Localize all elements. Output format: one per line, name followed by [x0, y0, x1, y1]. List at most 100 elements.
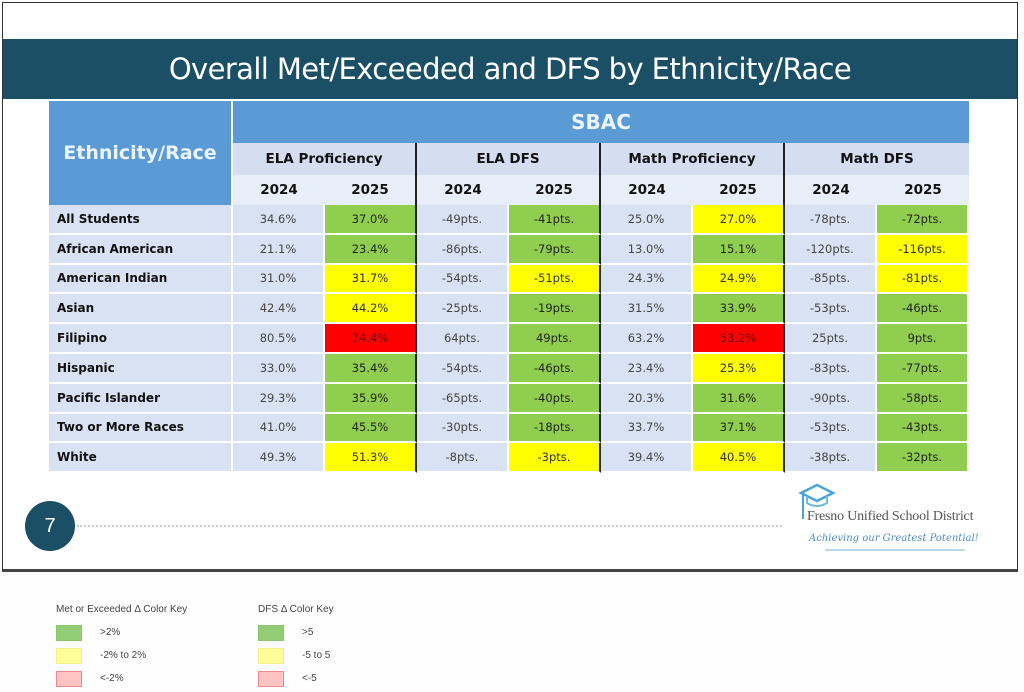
table-cell: 27.0%: [693, 205, 785, 235]
table-cell: 44.2%: [325, 294, 417, 325]
legend-item: <-5: [258, 667, 334, 690]
row-label: African American: [49, 234, 233, 265]
legend-label: -2% to 2%: [100, 650, 147, 661]
table-cell: 40.5%: [693, 443, 785, 474]
legend-item: -2% to 2%: [56, 644, 187, 667]
table-cell: -19pts.: [509, 294, 601, 325]
table-cell: 37.1%: [693, 413, 785, 444]
table-cell: -79pts.: [509, 234, 601, 265]
year-header: 2025: [693, 175, 785, 205]
legend-label: >2%: [100, 627, 121, 638]
table-cell: 23.4%: [601, 353, 693, 384]
table-cell: -120pts.: [785, 234, 877, 265]
table-cell: 13.0%: [601, 234, 693, 265]
table-cell: -25pts.: [417, 294, 509, 325]
row-label: Filipino: [49, 324, 233, 354]
table-cell: -54pts.: [417, 353, 509, 384]
table-cell: 25pts.: [785, 324, 877, 354]
table-cell: -40pts.: [509, 383, 601, 414]
legend-item: >2%: [56, 621, 187, 644]
table-cell: 20.3%: [601, 383, 693, 414]
legend-item: <-2%: [56, 667, 187, 690]
page-number: 7: [44, 514, 56, 537]
table-row: Hispanic 33.0% 35.4% -54pts. -46pts. 23.4% 25.…: [49, 353, 969, 384]
table-cell: 45.5%: [325, 413, 417, 444]
table-cell: 31.0%: [233, 264, 325, 295]
table-cell: 33.7%: [601, 413, 693, 444]
legend-swatch-yellow: [258, 647, 284, 664]
legend-item: >5: [258, 621, 334, 644]
table-cell: 21.1%: [233, 234, 325, 265]
row-label: Two or More Races: [49, 413, 233, 444]
year-header: 2024: [601, 175, 693, 205]
group-header-math-proficiency: Math Proficiency: [601, 143, 785, 175]
group-header-ela-dfs: ELA DFS: [417, 143, 601, 175]
table-cell: -77pts.: [877, 353, 969, 384]
table-cell: -53pts.: [785, 413, 877, 444]
logo-swoosh: [825, 549, 965, 551]
table-cell: 31.6%: [693, 383, 785, 414]
legend-swatch-red: [56, 670, 82, 687]
legend-swatch-yellow: [56, 647, 82, 664]
table-cell: -46pts.: [509, 353, 601, 384]
table-row: Filipino 80.5% 74.4% 64pts. 49pts. 63.2% 53.2%…: [49, 324, 969, 354]
legend-swatch-green: [56, 624, 82, 641]
table-cell: 31.7%: [325, 264, 417, 295]
table-cell: 33.0%: [233, 353, 325, 384]
year-header: 2024: [785, 175, 877, 205]
footer-divider: [77, 525, 782, 527]
group-header-math-dfs: Math DFS: [785, 143, 969, 175]
table-row: White 49.3% 51.3% -8pts. -3pts. 39.4% 40.5% -38…: [49, 443, 969, 474]
table-cell: 49pts.: [509, 324, 601, 354]
table-cell: -51pts.: [509, 264, 601, 295]
table-row: Asian 42.4% 44.2% -25pts. -19pts. 31.5% 33.9% -…: [49, 294, 969, 325]
table-cell: 35.9%: [325, 383, 417, 414]
table-cell: -90pts.: [785, 383, 877, 414]
table-cell: 37.0%: [325, 205, 417, 235]
legend-label: >5: [302, 627, 314, 638]
table-cell: 25.3%: [693, 353, 785, 384]
table-cell: 29.3%: [233, 383, 325, 414]
table-cell: 39.4%: [601, 443, 693, 474]
table-row: Two or More Races 41.0% 45.5% -30pts. -18pts…: [49, 413, 969, 444]
table-cell: 23.4%: [325, 234, 417, 265]
legend-label: <-5: [302, 673, 317, 684]
row-label: Asian: [49, 294, 233, 325]
table-cell: 42.4%: [233, 294, 325, 325]
table-cell: -32pts.: [877, 443, 969, 474]
legend-item: -5 to 5: [258, 644, 334, 667]
table-cell: -116pts.: [877, 234, 969, 265]
table-row: Pacific Islander 29.3% 35.9% -65pts. -40pts.…: [49, 383, 969, 414]
table-cell: -3pts.: [509, 443, 601, 474]
table-cell: -18pts.: [509, 413, 601, 444]
table-cell: -43pts.: [877, 413, 969, 444]
legend-label: -5 to 5: [302, 650, 331, 661]
row-label: American Indian: [49, 264, 233, 295]
table-cell: -30pts.: [417, 413, 509, 444]
table-cell: -85pts.: [785, 264, 877, 295]
year-header: 2025: [877, 175, 969, 205]
year-header: 2025: [325, 175, 417, 205]
year-header: 2024: [233, 175, 325, 205]
table-cell: 35.4%: [325, 353, 417, 384]
sbac-header: SBAC: [233, 101, 969, 143]
table-cell: -46pts.: [877, 294, 969, 325]
table-cell: -49pts.: [417, 205, 509, 235]
table-cell: 80.5%: [233, 324, 325, 354]
table-cell: 64pts.: [417, 324, 509, 354]
title-bar: Overall Met/Exceeded and DFS by Ethnicit…: [3, 39, 1017, 99]
results-table: Ethnicity/Race SBAC ELA Proficiency ELA …: [49, 101, 969, 474]
year-header: 2025: [509, 175, 601, 205]
table-cell: -72pts.: [877, 205, 969, 235]
table-cell: 53.2%: [693, 324, 785, 354]
row-label: Hispanic: [49, 353, 233, 384]
ethnicity-header: Ethnicity/Race: [49, 101, 233, 205]
legend-label: <-2%: [100, 673, 124, 684]
table-cell: 49.3%: [233, 443, 325, 474]
district-logo: Fresno Unified School District Achieving…: [793, 481, 993, 559]
legend-swatch-green: [258, 624, 284, 641]
graduation-cap-icon: [798, 483, 836, 519]
table-cell: 25.0%: [601, 205, 693, 235]
table-cell: 74.4%: [325, 324, 417, 354]
table-row: American Indian 31.0% 31.7% -54pts. -51pts. 2…: [49, 264, 969, 295]
